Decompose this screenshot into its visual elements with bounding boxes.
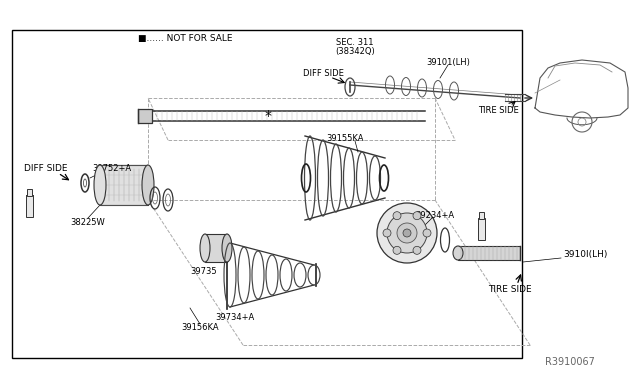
Circle shape [393, 246, 401, 254]
Text: 39156KA: 39156KA [181, 324, 219, 333]
Ellipse shape [94, 165, 106, 205]
Text: SEC. 311: SEC. 311 [336, 38, 374, 46]
Circle shape [387, 213, 427, 253]
Text: 39734+A: 39734+A [216, 314, 255, 323]
Bar [205, 234, 227, 262]
Text: 39101(LH): 39101(LH) [426, 58, 470, 67]
Circle shape [383, 229, 391, 237]
Circle shape [377, 203, 437, 263]
Bar [458, 246, 520, 260]
Circle shape [413, 212, 421, 220]
Ellipse shape [222, 234, 232, 262]
Text: DIFF SIDE: DIFF SIDE [303, 68, 344, 77]
Ellipse shape [453, 246, 463, 260]
Bar [100, 165, 148, 205]
Text: 39234+A: 39234+A [415, 211, 454, 219]
Text: DIFF SIDE: DIFF SIDE [24, 164, 68, 173]
Ellipse shape [142, 165, 154, 205]
Circle shape [393, 212, 401, 220]
Text: 39155KA: 39155KA [326, 134, 364, 142]
Bar [478, 218, 485, 240]
Circle shape [423, 229, 431, 237]
Ellipse shape [200, 234, 210, 262]
Bar [479, 212, 484, 219]
Text: ■...... NOT FOR SALE: ■...... NOT FOR SALE [138, 33, 232, 42]
Text: 39735: 39735 [191, 267, 218, 276]
Bar [138, 109, 152, 123]
Circle shape [403, 229, 411, 237]
Text: R3910067: R3910067 [545, 357, 595, 367]
Text: 39752+A: 39752+A [92, 164, 132, 173]
Text: *: * [264, 109, 271, 123]
Bar [26, 195, 33, 217]
Text: (38342Q): (38342Q) [335, 46, 375, 55]
Bar [12, 30, 522, 358]
Text: 3910I(LH): 3910I(LH) [563, 250, 607, 260]
Text: TIRE SIDE: TIRE SIDE [488, 285, 532, 295]
Text: TIRE SIDE: TIRE SIDE [477, 106, 518, 115]
Circle shape [413, 246, 421, 254]
Text: 38225W: 38225W [70, 218, 106, 227]
Bar [27, 189, 32, 196]
Circle shape [397, 223, 417, 243]
